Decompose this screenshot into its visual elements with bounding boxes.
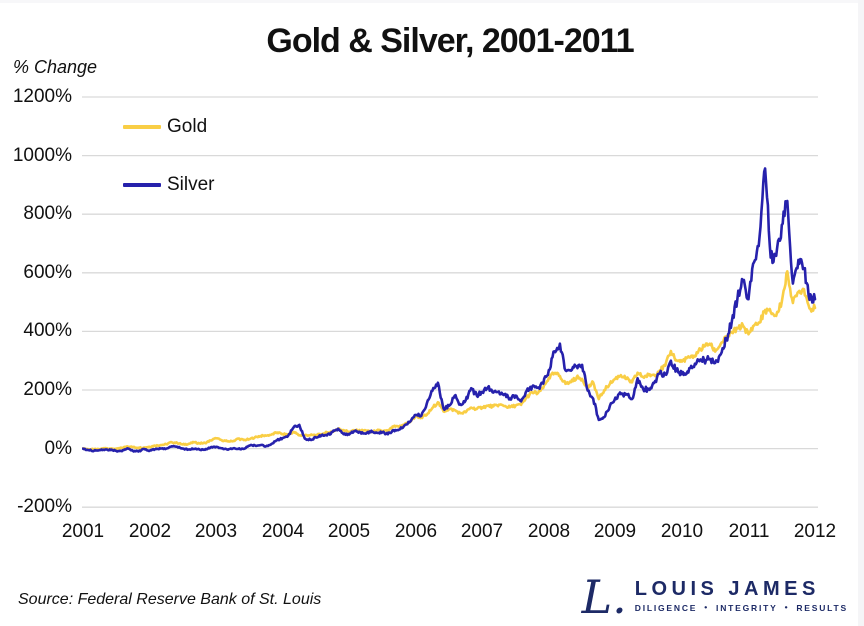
x-tick-label: 2012 (793, 521, 837, 542)
legend: Gold Silver (123, 114, 215, 230)
legend-item-silver: Silver (123, 172, 215, 198)
plot-area (82, 95, 818, 513)
gold-line-swatch-icon (123, 125, 161, 129)
source-note: Source: Federal Reserve Bank of St. Loui… (18, 591, 322, 608)
logo-name: LOUIS JAMES (634, 577, 820, 600)
bullet-separator-icon: • (704, 601, 710, 612)
series-line-silver (82, 167, 817, 453)
x-tick-label: 2007 (460, 521, 504, 542)
tagline-diligence: DILIGENCE (634, 602, 698, 613)
logo-text-block: LOUIS JAMES DILIGENCE • INTEGRITY • RESULTS (635, 578, 848, 613)
y-tick-label: 0% (44, 438, 72, 459)
legend-item-gold: Gold (123, 114, 215, 140)
brand-logo: L. LOUIS JAMES DILIGENCE • INTEGRITY • RESUL… (581, 570, 848, 624)
y-tick-label: 1200% (12, 86, 72, 107)
x-tick-label: 2010 (660, 521, 704, 542)
page-title: Gold & Silver, 2001-2011 (266, 22, 634, 60)
y-tick-label: 200% (23, 379, 72, 400)
y-tick-label: 800% (23, 203, 72, 224)
tagline-results: RESULTS (796, 602, 848, 613)
y-tick-label: 1000% (12, 145, 72, 166)
plot-svg (82, 96, 818, 508)
x-tick-label: 2008 (527, 521, 571, 542)
y-tick-label: -200% (17, 496, 72, 517)
logo-monogram-icon: L. (581, 570, 627, 624)
page-top-edge (0, 0, 864, 3)
x-tick-label: 2011 (728, 521, 770, 542)
x-tick-label: 2002 (128, 521, 172, 542)
bullet-separator-icon: • (784, 601, 790, 612)
x-tick-label: 2009 (593, 521, 637, 542)
y-axis-title: % Change (13, 57, 98, 77)
x-tick-label: 2005 (327, 521, 371, 542)
y-tick-label: 400% (23, 320, 72, 341)
tagline-integrity: INTEGRITY (716, 602, 778, 613)
y-tick-label: 600% (23, 262, 72, 283)
legend-label-silver: Silver (167, 174, 215, 195)
x-tick-label: 2003 (194, 521, 238, 542)
legend-label-gold: Gold (167, 116, 208, 137)
series-line-gold (82, 270, 817, 451)
x-tick-label: 2006 (394, 521, 438, 542)
x-tick-label: 2001 (61, 521, 105, 542)
x-axis-labels: 2001 2002 2003 2004 2005 2006 2007 2008 2009 2010… (62, 521, 836, 545)
silver-line-swatch-icon (123, 183, 161, 187)
page-right-edge (858, 0, 864, 626)
y-axis-labels: 1200% 1000% 800% 600% 400% 200% 0% -200% (0, 87, 72, 517)
logo-tagline: DILIGENCE • INTEGRITY • RESULTS (634, 601, 848, 613)
x-tick-label: 2004 (261, 521, 305, 542)
